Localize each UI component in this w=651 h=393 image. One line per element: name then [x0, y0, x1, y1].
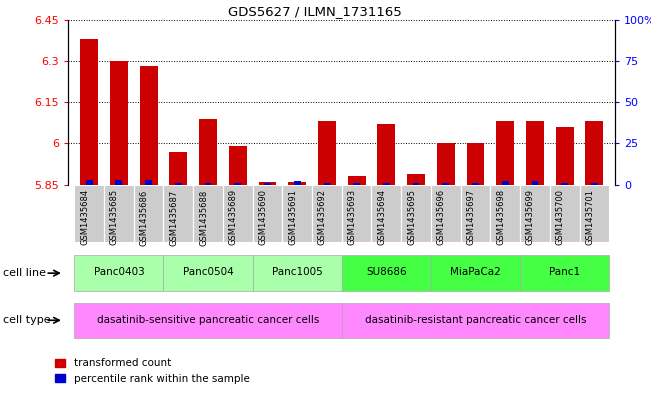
Bar	[353, 183, 360, 185]
Text: GSM1435692: GSM1435692	[318, 189, 327, 245]
FancyBboxPatch shape	[431, 185, 461, 242]
Bar	[264, 183, 271, 185]
Bar	[591, 183, 598, 185]
Text: GSM1435699: GSM1435699	[526, 189, 535, 245]
Bar	[234, 183, 241, 185]
Bar	[467, 143, 484, 185]
FancyBboxPatch shape	[520, 185, 550, 242]
Text: GSM1435689: GSM1435689	[229, 189, 238, 245]
Bar	[324, 183, 330, 185]
Title: GDS5627 / ILMN_1731165: GDS5627 / ILMN_1731165	[228, 6, 401, 18]
FancyBboxPatch shape	[163, 185, 193, 242]
Bar	[258, 182, 277, 185]
Bar	[175, 183, 182, 185]
FancyBboxPatch shape	[579, 185, 609, 242]
Bar	[407, 174, 425, 185]
Text: dasatinib-resistant pancreatic cancer cells: dasatinib-resistant pancreatic cancer ce…	[365, 314, 587, 325]
Bar	[86, 180, 92, 185]
FancyBboxPatch shape	[342, 185, 372, 242]
FancyBboxPatch shape	[253, 185, 283, 242]
Text: SU8686: SU8686	[366, 267, 407, 277]
Text: GSM1435695: GSM1435695	[407, 189, 416, 245]
Text: GSM1435685: GSM1435685	[110, 189, 119, 245]
Bar	[169, 152, 187, 185]
FancyBboxPatch shape	[312, 185, 342, 242]
FancyBboxPatch shape	[253, 255, 342, 291]
FancyBboxPatch shape	[550, 185, 579, 242]
FancyBboxPatch shape	[74, 185, 104, 242]
FancyBboxPatch shape	[372, 185, 401, 242]
Bar	[229, 146, 247, 185]
FancyBboxPatch shape	[431, 255, 520, 291]
Bar	[140, 66, 158, 185]
Bar	[413, 183, 419, 185]
Bar	[80, 39, 98, 185]
Bar	[561, 183, 568, 185]
Bar	[496, 121, 514, 185]
Bar	[110, 61, 128, 185]
FancyBboxPatch shape	[401, 185, 431, 242]
FancyBboxPatch shape	[490, 185, 520, 242]
Bar	[204, 183, 212, 185]
Bar	[199, 119, 217, 185]
FancyBboxPatch shape	[163, 255, 253, 291]
FancyBboxPatch shape	[74, 255, 163, 291]
Text: GSM1435688: GSM1435688	[199, 189, 208, 246]
Bar	[556, 127, 574, 185]
Text: GSM1435687: GSM1435687	[169, 189, 178, 246]
Bar	[526, 121, 544, 185]
Bar	[348, 176, 366, 185]
Bar	[383, 183, 390, 185]
Text: dasatinib-sensitive pancreatic cancer cells: dasatinib-sensitive pancreatic cancer ce…	[97, 314, 319, 325]
Text: MiaPaCa2: MiaPaCa2	[450, 267, 501, 277]
Bar	[472, 183, 479, 185]
Bar	[502, 182, 508, 185]
FancyBboxPatch shape	[133, 185, 163, 242]
Bar	[145, 180, 152, 185]
Text: Panc0403: Panc0403	[94, 267, 145, 277]
Text: GSM1435686: GSM1435686	[139, 189, 148, 246]
Text: Panc1: Panc1	[549, 267, 580, 277]
FancyBboxPatch shape	[193, 185, 223, 242]
Bar	[585, 121, 603, 185]
Bar	[437, 143, 454, 185]
Text: GSM1435694: GSM1435694	[378, 189, 386, 245]
FancyBboxPatch shape	[223, 185, 253, 242]
Text: GSM1435696: GSM1435696	[437, 189, 446, 245]
FancyBboxPatch shape	[74, 303, 342, 338]
Text: Panc1005: Panc1005	[272, 267, 323, 277]
Bar	[378, 124, 395, 185]
Text: cell line: cell line	[3, 268, 46, 278]
Text: GSM1435700: GSM1435700	[556, 189, 564, 245]
FancyBboxPatch shape	[342, 303, 609, 338]
Text: GSM1435684: GSM1435684	[80, 189, 89, 245]
Text: GSM1435693: GSM1435693	[348, 189, 357, 245]
Text: GSM1435701: GSM1435701	[585, 189, 594, 245]
Text: Panc0504: Panc0504	[183, 267, 234, 277]
Bar	[443, 183, 449, 185]
Text: GSM1435697: GSM1435697	[467, 189, 475, 245]
FancyBboxPatch shape	[342, 255, 431, 291]
FancyBboxPatch shape	[283, 185, 312, 242]
Text: GSM1435690: GSM1435690	[258, 189, 268, 245]
Bar	[532, 182, 538, 185]
FancyBboxPatch shape	[520, 255, 609, 291]
FancyBboxPatch shape	[104, 185, 133, 242]
Bar	[294, 182, 301, 185]
Legend: transformed count, percentile rank within the sample: transformed count, percentile rank withi…	[51, 354, 254, 388]
FancyBboxPatch shape	[461, 185, 490, 242]
Bar	[288, 182, 306, 185]
Text: cell type: cell type	[3, 315, 51, 325]
Bar	[115, 180, 122, 185]
Bar	[318, 121, 336, 185]
Text: GSM1435691: GSM1435691	[288, 189, 298, 245]
Text: GSM1435698: GSM1435698	[496, 189, 505, 245]
